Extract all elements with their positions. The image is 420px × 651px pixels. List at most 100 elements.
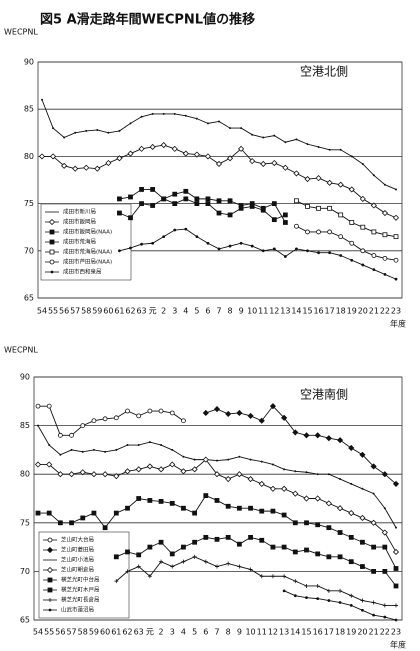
legend-label: 成田市芦田局(NAA) <box>63 258 112 266</box>
data-point <box>314 495 321 502</box>
data-point <box>115 448 118 451</box>
data-point <box>294 470 297 473</box>
chart-title: 図5 A滑走路年間WECPNL値の推移 <box>40 12 255 28</box>
data-point <box>306 143 309 146</box>
data-point <box>371 600 376 605</box>
data-point <box>138 145 145 152</box>
data-point <box>282 574 287 579</box>
data-point <box>105 159 112 167</box>
data-point <box>337 530 343 535</box>
data-point <box>382 232 388 238</box>
data-point <box>371 544 377 550</box>
data-point <box>129 122 132 125</box>
data-point <box>91 510 97 516</box>
legend-marker <box>49 249 55 255</box>
data-point <box>250 244 254 248</box>
data-point <box>328 148 331 151</box>
data-point <box>215 459 218 462</box>
data-point <box>370 463 377 470</box>
data-point <box>248 505 253 511</box>
data-point <box>202 409 209 417</box>
data-point <box>228 244 232 248</box>
data-point <box>173 228 177 232</box>
data-point <box>85 129 88 132</box>
data-point <box>239 241 243 245</box>
data-point <box>125 549 130 555</box>
y-tick-label: 80 <box>24 152 34 161</box>
data-point <box>281 414 288 421</box>
data-point <box>360 564 365 569</box>
data-point <box>339 148 342 151</box>
legend-label: 成田市飯岡局 <box>63 218 96 226</box>
data-point <box>118 129 121 132</box>
data-point <box>238 205 244 211</box>
data-point <box>114 579 119 584</box>
y-tick-label: 65 <box>20 616 30 625</box>
data-point <box>159 559 164 564</box>
data-point <box>160 444 163 447</box>
data-point <box>74 131 77 134</box>
data-point <box>171 448 174 451</box>
data-point <box>162 235 166 239</box>
data-point <box>125 569 130 574</box>
data-point <box>69 432 74 438</box>
data-point <box>161 196 167 202</box>
data-point <box>360 598 365 603</box>
data-point <box>173 112 176 115</box>
legend-marker <box>47 587 53 593</box>
x-tick-label: 63 <box>134 628 144 637</box>
data-point <box>96 128 99 131</box>
data-point <box>236 409 243 417</box>
data-point <box>316 229 321 235</box>
data-point <box>292 429 299 436</box>
x-tick-label: 14 <box>291 307 301 316</box>
data-point <box>328 251 332 255</box>
data-point <box>229 127 232 130</box>
data-point <box>304 175 311 183</box>
data-point <box>236 471 243 478</box>
data-point <box>338 212 344 218</box>
data-point <box>350 258 354 262</box>
x-tick-label: 56 <box>59 307 69 316</box>
data-point <box>371 229 377 235</box>
y-tick-label: 70 <box>20 567 30 576</box>
legend-label: 成田市荒海局 <box>63 238 96 246</box>
data-point <box>79 469 86 476</box>
data-point <box>359 195 366 202</box>
data-point <box>125 408 130 414</box>
data-point <box>258 417 265 424</box>
data-point <box>181 544 186 550</box>
data-point <box>125 505 130 511</box>
data-point <box>139 187 144 192</box>
x-tick-label: 4 <box>181 628 186 637</box>
data-point <box>35 510 41 516</box>
data-point <box>49 153 57 160</box>
data-point <box>136 564 141 569</box>
data-point <box>162 112 165 115</box>
series-line <box>116 536 397 587</box>
data-point <box>136 496 142 501</box>
data-point <box>336 437 344 444</box>
x-tick-label: 16 <box>313 628 323 637</box>
y-tick-label: 80 <box>20 470 30 479</box>
x-tick-label: 9 <box>237 628 242 637</box>
data-point <box>325 500 332 507</box>
data-point <box>151 112 154 115</box>
legend-marker <box>49 239 55 245</box>
data-point <box>249 458 252 461</box>
data-point <box>70 448 73 451</box>
data-point <box>227 198 233 204</box>
data-point <box>225 534 231 540</box>
data-point <box>283 468 286 471</box>
data-point <box>183 196 189 202</box>
y-tick-label: 90 <box>24 58 34 67</box>
data-point <box>104 450 107 453</box>
data-point <box>283 255 287 258</box>
legend-marker <box>47 577 53 583</box>
legend-marker <box>46 546 54 554</box>
data-point <box>349 220 355 225</box>
x-tick-label: 4 <box>183 307 188 316</box>
data-point <box>370 519 377 526</box>
x-tick-label: 62 <box>122 628 132 637</box>
data-point <box>117 210 122 216</box>
